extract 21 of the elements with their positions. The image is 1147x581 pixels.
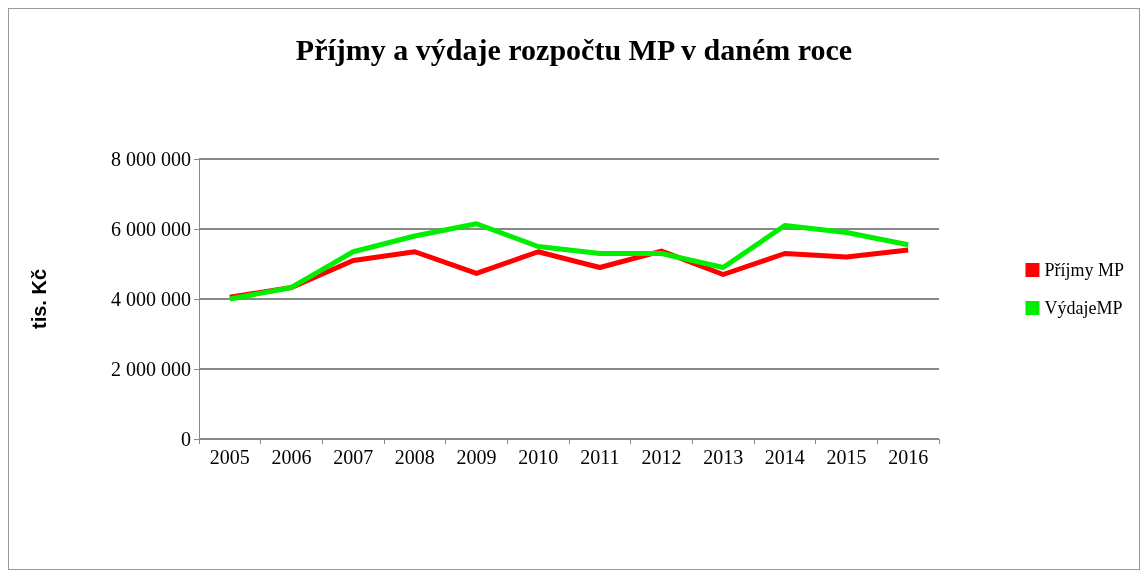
x-tick-label: 2016 <box>888 446 929 468</box>
x-tick-label: 2011 <box>580 446 620 468</box>
x-tick-label: 2014 <box>764 446 805 468</box>
x-tick-label: 2005 <box>209 446 250 468</box>
x-tick-label: 2012 <box>641 446 682 468</box>
x-tick-label: 2013 <box>703 446 744 468</box>
y-tick-label: 4 000 000 <box>111 288 191 310</box>
legend-label: Příjmy MP <box>1044 260 1125 280</box>
x-tick-label: 2009 <box>456 446 497 468</box>
x-tick-label: 2015 <box>826 446 867 468</box>
x-tick-label: 2007 <box>333 446 374 468</box>
y-tick-label: 6 000 000 <box>111 218 191 240</box>
y-axis-title: tis. Kč <box>28 268 50 330</box>
y-tick-label: 0 <box>181 428 191 450</box>
x-tick-label: 2010 <box>518 446 559 468</box>
x-tick-label: 2006 <box>271 446 312 468</box>
y-tick-label: 2 000 000 <box>111 358 191 380</box>
legend-label: VýdajeMP <box>1044 298 1123 318</box>
y-tick-label: 8 000 000 <box>111 148 191 170</box>
chart-title: Příjmy a výdaje rozpočtu MP v daném roce <box>295 32 853 66</box>
x-tick-label: 2008 <box>394 446 435 468</box>
